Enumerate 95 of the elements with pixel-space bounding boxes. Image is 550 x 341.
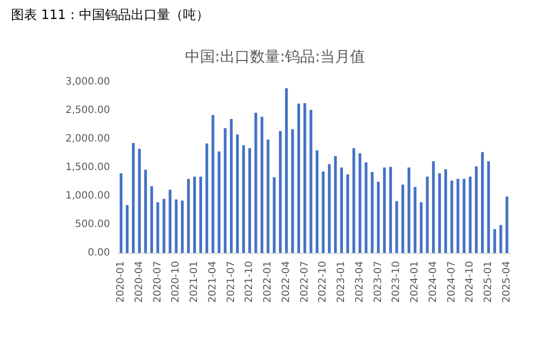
bar [218, 152, 220, 253]
bar [272, 177, 276, 253]
x-tick-label: 2025-04 [501, 261, 512, 303]
bar [450, 180, 454, 253]
bar [468, 176, 472, 253]
bar [462, 178, 466, 253]
bar [174, 199, 178, 253]
bar [205, 144, 208, 253]
bar [224, 128, 227, 253]
bar [297, 104, 300, 253]
bar [474, 166, 478, 253]
bar [389, 166, 392, 253]
bar [408, 168, 410, 253]
y-tick-label: 2,500.00 [65, 105, 110, 116]
bar [248, 148, 252, 253]
bar [352, 148, 356, 253]
x-tick-label: 2025-01 [483, 261, 494, 303]
x-tick-label: 2022-07 [299, 261, 310, 303]
x-tick-label: 2022-04 [280, 261, 292, 303]
x-tick-label: 2020-10 [170, 261, 182, 303]
x-tick-label: 2022-01 [262, 261, 274, 303]
x-tick-label: 2021-10 [244, 261, 256, 303]
x-tick-label: 2024-07 [446, 261, 458, 303]
bar [230, 119, 233, 253]
y-tick-label: 3,000.00 [65, 76, 110, 88]
bar [187, 178, 190, 253]
chart-subtitle: 中国:出口数量:钨品:当月值 [184, 48, 366, 66]
x-tick-label: 2024-10 [464, 261, 476, 303]
bar [199, 176, 202, 253]
y-tick-label: 2,000.00 [65, 134, 110, 144]
bar [132, 142, 135, 253]
bar [438, 173, 441, 253]
bar [236, 134, 239, 253]
bar [278, 131, 282, 253]
bar [144, 170, 147, 253]
x-tick-label: 2021-07 [226, 261, 237, 303]
x-tick-label: 2020-07 [152, 261, 164, 303]
bar [456, 178, 460, 253]
bar [285, 88, 288, 253]
x-tick-label: 2023-07 [372, 261, 384, 303]
bar [414, 186, 416, 253]
x-tick-label: 2023-01 [336, 261, 348, 303]
bar [242, 145, 245, 253]
bar [322, 171, 325, 253]
x-tick-label: 2021-04 [207, 261, 218, 303]
bar [376, 182, 380, 253]
bar [487, 161, 490, 253]
bar [138, 148, 141, 253]
bar [420, 202, 423, 253]
bar [432, 161, 435, 253]
bar [291, 129, 294, 253]
bar [481, 152, 484, 253]
bar [156, 202, 160, 253]
bar [120, 173, 122, 253]
x-tick-label: 2021-01 [189, 261, 200, 303]
bar [340, 168, 343, 253]
bar [493, 229, 496, 253]
bar [401, 184, 404, 253]
bar [266, 140, 270, 253]
bar [383, 168, 386, 253]
bar [328, 164, 331, 253]
bar [212, 115, 214, 253]
bar [506, 196, 508, 253]
x-tick-label: 2020-01 [116, 261, 127, 303]
bar [334, 156, 337, 253]
bar [310, 110, 312, 253]
x-tick-label: 2023-10 [391, 261, 402, 303]
bar [303, 103, 306, 253]
bar [162, 198, 166, 253]
x-tick-label: 2024-01 [410, 261, 421, 303]
bar [395, 201, 398, 253]
y-tick-label: 0.00 [88, 248, 110, 258]
bar [444, 169, 448, 253]
bar [254, 112, 258, 253]
bar [499, 225, 502, 253]
bar [126, 205, 129, 253]
bar [426, 176, 429, 253]
bar [370, 172, 374, 253]
bar [364, 162, 368, 253]
chart-title: 图表 111：中国钨品出口量（吨） [11, 8, 209, 23]
bar [193, 176, 196, 253]
x-tick-label: 2022-10 [318, 261, 329, 303]
bar [316, 150, 318, 253]
bar [260, 116, 264, 253]
bar [150, 186, 154, 253]
bar [180, 200, 184, 253]
y-tick-label: 1,500.00 [65, 162, 110, 173]
bar [168, 190, 172, 253]
x-tick-label: 2024-04 [428, 261, 439, 303]
bar [346, 174, 350, 253]
x-tick-label: 2020-04 [134, 261, 145, 303]
bar [358, 153, 362, 253]
y-tick-label: 1,000.00 [65, 190, 110, 202]
x-tick-label: 2023-04 [354, 261, 366, 303]
y-tick-label: 500.00 [75, 219, 110, 230]
